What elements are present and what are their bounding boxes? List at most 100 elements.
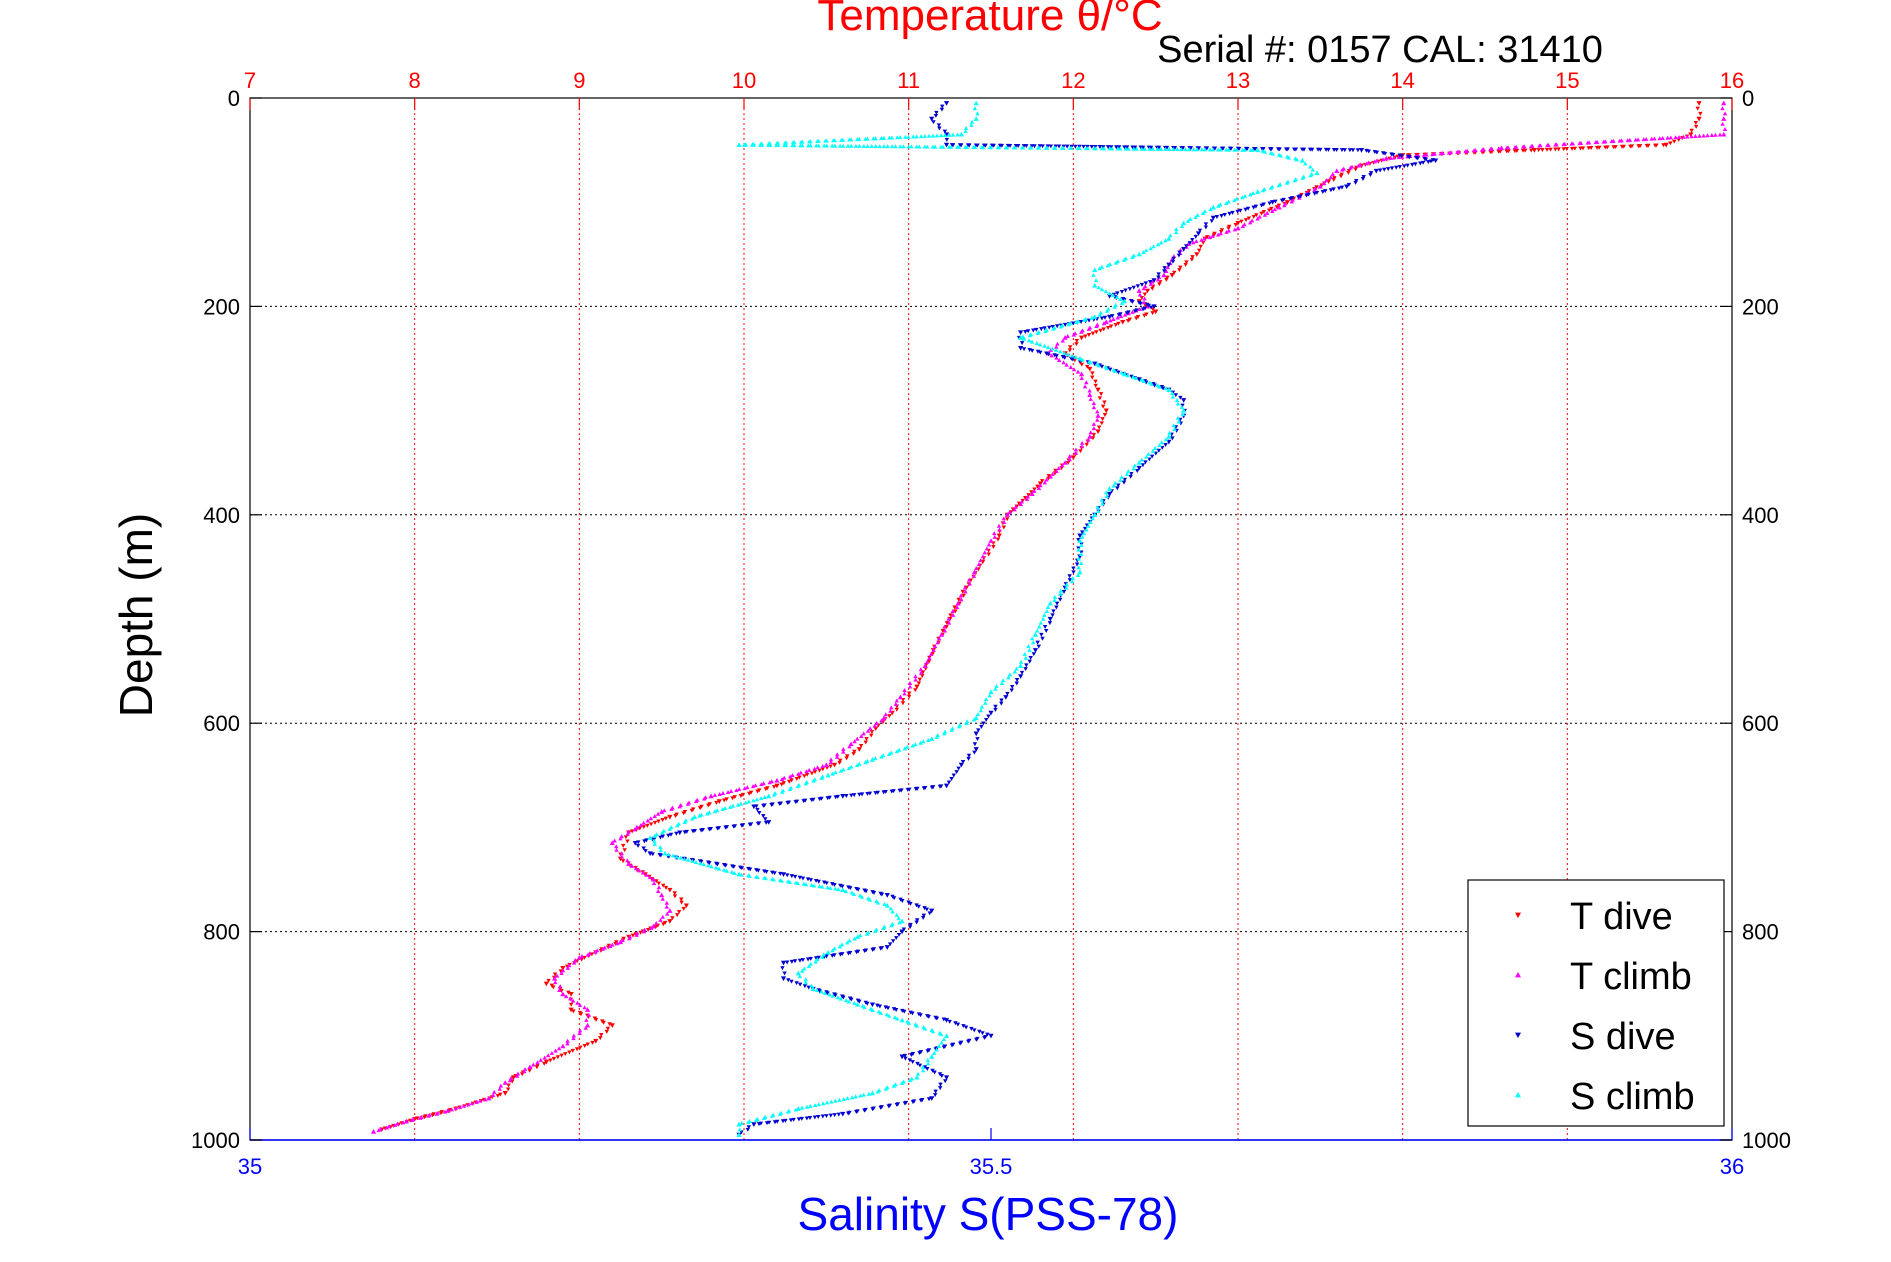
data-point <box>1157 282 1162 287</box>
data-point <box>802 984 808 989</box>
data-point <box>841 1096 846 1101</box>
data-point <box>767 780 772 785</box>
data-point <box>1045 144 1050 149</box>
data-point <box>1175 415 1181 420</box>
data-point <box>1057 349 1063 354</box>
data-point <box>975 737 980 742</box>
data-point <box>872 723 877 728</box>
data-point <box>1099 316 1105 321</box>
data-point <box>855 934 861 939</box>
data-point <box>774 783 780 789</box>
data-point <box>906 900 911 905</box>
data-point <box>833 795 838 800</box>
data-point <box>953 1021 958 1026</box>
data-point <box>1193 234 1198 239</box>
data-point <box>1106 491 1113 497</box>
data-point <box>1255 147 1261 153</box>
data-point <box>1243 218 1249 223</box>
data-point <box>1672 139 1677 144</box>
data-point <box>430 1113 435 1118</box>
data-point <box>966 756 971 761</box>
data-point <box>855 887 861 892</box>
data-point <box>574 1047 580 1052</box>
data-point <box>1529 144 1534 149</box>
data-point <box>772 871 777 876</box>
data-point <box>780 960 787 966</box>
data-point <box>922 663 928 668</box>
data-point <box>636 868 642 873</box>
data-point <box>800 968 805 973</box>
data-point <box>925 1067 930 1071</box>
data-point <box>1018 330 1024 336</box>
data-point <box>1139 295 1145 300</box>
data-point <box>910 1011 915 1016</box>
data-point <box>623 835 629 840</box>
data-point <box>1300 175 1305 180</box>
data-point <box>799 1105 805 1110</box>
data-point <box>999 681 1005 686</box>
data-point <box>820 1114 826 1119</box>
data-point <box>781 775 787 780</box>
data-point <box>1181 247 1187 252</box>
data-point <box>1471 148 1477 153</box>
data-point <box>1705 133 1710 138</box>
data-point <box>906 134 911 139</box>
data-point <box>1014 681 1019 686</box>
data-point <box>838 768 844 773</box>
data-point <box>626 861 632 866</box>
data-point <box>1187 241 1193 246</box>
data-point <box>593 949 598 954</box>
data-point <box>867 897 873 902</box>
data-point <box>699 859 704 864</box>
data-point <box>946 780 952 785</box>
data-point <box>1268 185 1274 190</box>
data-point <box>779 789 785 794</box>
data-point <box>1035 331 1040 336</box>
data-point <box>1383 155 1389 161</box>
data-point <box>901 144 906 149</box>
data-point <box>995 537 1001 542</box>
data-point <box>1150 146 1156 151</box>
data-point <box>1239 219 1244 224</box>
data-point <box>1135 469 1140 474</box>
data-point <box>974 566 979 570</box>
data-point <box>1095 387 1101 393</box>
data-point <box>1652 136 1657 141</box>
data-point <box>1388 155 1393 160</box>
data-point <box>638 930 643 935</box>
data-point <box>667 919 673 924</box>
data-point <box>1163 238 1168 243</box>
data-point <box>946 620 952 625</box>
data-point <box>993 686 998 691</box>
data-point <box>1288 196 1293 201</box>
data-point <box>785 873 790 878</box>
data-point <box>1254 213 1259 218</box>
data-point <box>1051 326 1056 331</box>
data-point <box>1172 270 1177 275</box>
data-point <box>1142 292 1148 297</box>
data-point <box>1141 286 1146 291</box>
data-point <box>1045 345 1051 350</box>
data-point <box>1421 152 1427 157</box>
data-point <box>1172 427 1177 431</box>
data-point <box>739 872 744 877</box>
data-point <box>956 724 962 729</box>
data-point <box>1141 300 1147 305</box>
data-point <box>654 832 659 837</box>
data-point <box>1121 298 1127 304</box>
data-point <box>914 903 919 908</box>
data-point <box>1023 667 1028 672</box>
data-point <box>873 144 879 149</box>
data-point <box>986 542 992 547</box>
data-point <box>933 1089 938 1094</box>
data-point <box>577 1028 583 1033</box>
data-point <box>662 850 668 856</box>
data-point <box>641 929 647 934</box>
data-point <box>1101 146 1107 151</box>
data-point <box>1170 259 1176 264</box>
data-point <box>1285 147 1290 152</box>
chart-title: Temperature θ/°C <box>817 0 1162 40</box>
data-point <box>554 973 560 978</box>
data-point <box>1164 269 1169 273</box>
data-point <box>1701 133 1706 138</box>
